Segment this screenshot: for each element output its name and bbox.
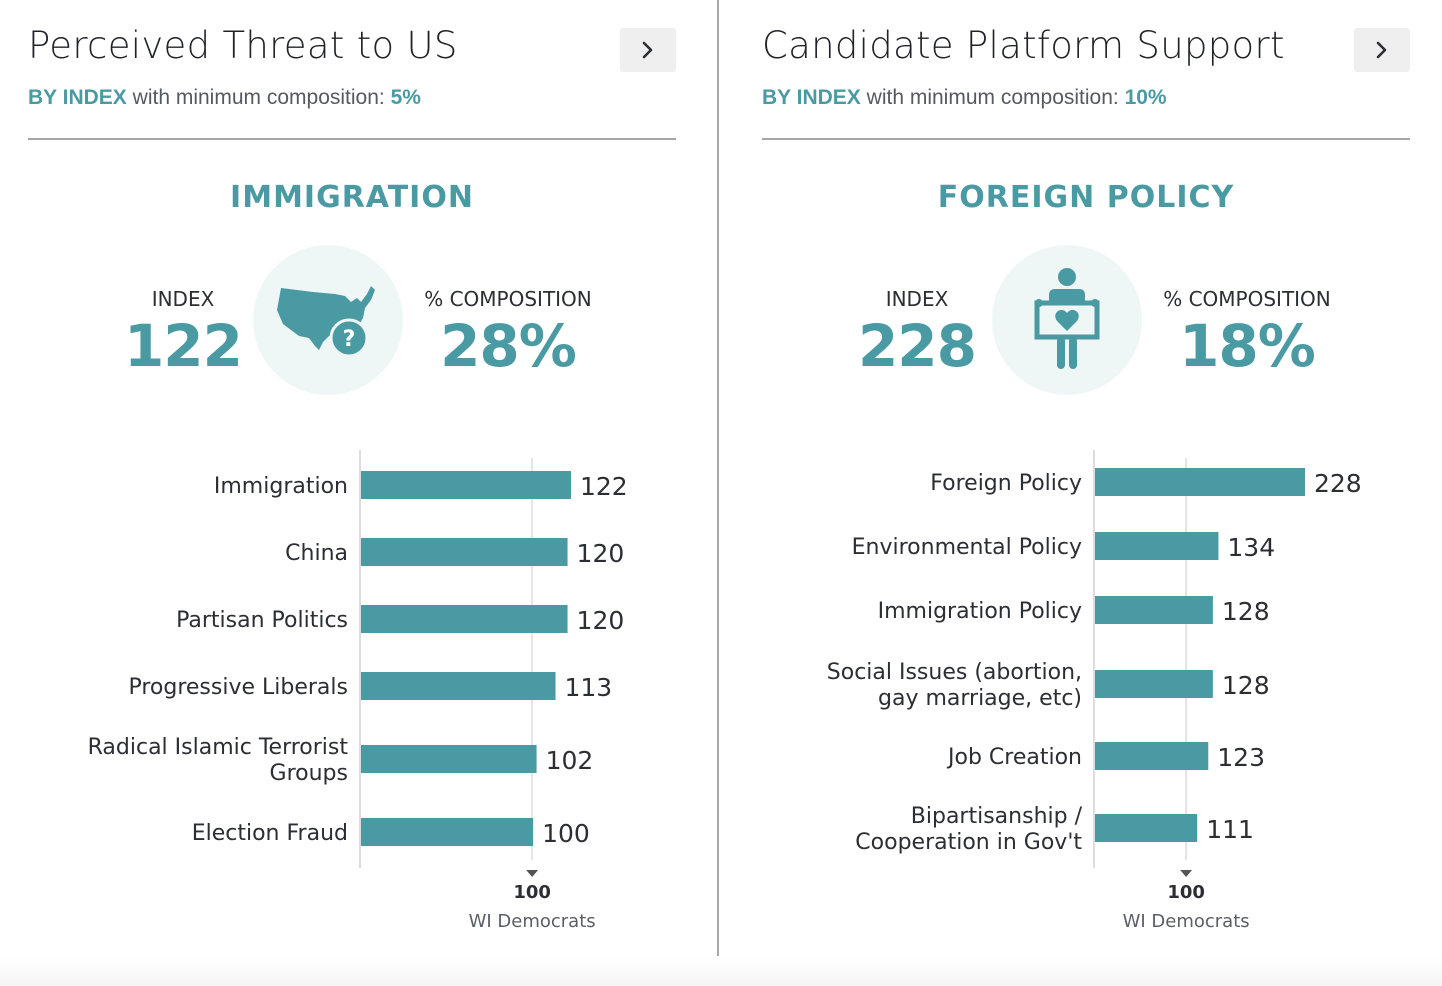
composition-label: % COMPOSITION [424,287,592,311]
category-label-line: gay marriage, etc) [878,686,1082,711]
index-value: 122 [123,312,243,380]
category-label-line: Groups [270,761,348,786]
chevron-right-icon [1376,41,1387,59]
panel-title: Candidate Platform Support [762,24,1285,67]
bar[interactable] [1095,596,1213,624]
category-label: Job Creation [946,745,1082,770]
bar[interactable] [1095,742,1209,770]
bar-value-label: 128 [1222,671,1270,700]
category-label-line: Cooperation in Gov't [855,830,1082,855]
category-label-line: China [285,541,348,566]
category-label: China [285,541,348,566]
metric-title: IMMIGRATION [230,180,474,215]
next-button[interactable] [1354,28,1410,72]
composition-label: % COMPOSITION [1163,287,1331,311]
category-label-line: Election Fraud [192,821,348,846]
reference-marker-icon [526,870,539,877]
panel-divider [717,0,719,986]
bar[interactable] [1095,532,1219,560]
category-label-line: Immigration Policy [878,599,1082,624]
category-label: Bipartisanship / Cooperation in Gov't [855,804,1082,855]
reference-marker-icon [1180,870,1193,877]
bar[interactable] [361,672,556,700]
category-label-line: Bipartisanship / [911,804,1083,829]
category-label-line: Environmental Policy [852,535,1082,560]
bar-value-label: 228 [1314,469,1362,498]
bar[interactable] [361,471,571,499]
index-label: INDEX [151,287,215,311]
bar-value-label: 120 [577,539,625,568]
category-label: Progressive Liberals [128,675,348,700]
bar-chart-threat: 122 Immigration 120 China 120 Partisan Politi… [88,450,628,932]
chevron-right-icon [642,41,653,59]
category-label-line: Foreign Policy [930,471,1082,496]
category-label: Immigration Policy [878,599,1082,624]
subtitle-text: with minimum composition: [132,86,385,109]
bar[interactable] [1095,814,1198,842]
bar[interactable] [1095,468,1305,496]
min-composition[interactable]: 10% [1124,86,1167,109]
bar-value-label: 120 [577,606,625,635]
reference-value-label: 100 [513,882,551,903]
bar-value-label: 134 [1227,533,1275,562]
sort-mode[interactable]: BY INDEX [762,86,861,109]
bottom-fade [0,956,1442,986]
reference-group-label: WI Democrats [469,911,596,932]
category-label: Immigration [214,474,348,499]
category-label-line: Radical Islamic Terrorist [88,735,349,760]
reference-value-label: 100 [1167,882,1205,903]
subtitle: BY INDEX with minimum composition: 10% [762,86,1167,110]
next-button[interactable] [620,28,676,72]
panel-title: Perceived Threat to US [28,24,458,67]
category-label-line: Partisan Politics [176,608,348,633]
svg-text:?: ? [343,327,356,352]
bar[interactable] [361,818,534,846]
bar-value-label: 128 [1222,597,1270,626]
category-label-line: Social Issues (abortion, [827,660,1082,685]
category-label: Foreign Policy [930,471,1082,496]
header-rule [762,138,1410,140]
sort-mode[interactable]: BY INDEX [28,86,127,109]
bar-value-label: 122 [580,472,628,501]
bar[interactable] [361,605,568,633]
min-composition[interactable]: 5% [390,86,421,109]
bar[interactable] [361,538,568,566]
metric-icon-circle: ? [253,245,403,395]
index-label: INDEX [885,287,949,311]
composition-value: 18% [1179,312,1316,380]
category-label: Environmental Policy [852,535,1082,560]
subtitle-text: with minimum composition: [866,86,1119,109]
reference-group-label: WI Democrats [1123,911,1250,932]
category-label-line: Job Creation [946,745,1082,770]
person-holding-heart-sign-icon [1034,268,1100,369]
category-label-line: Progressive Liberals [128,675,348,700]
us-map-question-icon: ? [277,286,375,358]
bar-value-label: 123 [1217,743,1265,772]
bar-value-label: 102 [546,746,594,775]
category-label-line: Immigration [214,474,348,499]
subtitle: BY INDEX with minimum composition: 5% [28,86,421,110]
panel-platform-support: Candidate Platform Support BY INDEX with… [762,0,1410,986]
bar-chart-platform: 228 Foreign Policy 134 Environmental Policy… [827,450,1362,932]
bar[interactable] [1095,670,1213,698]
category-label: Radical Islamic Terrorist Groups [88,735,349,786]
metric-title: FOREIGN POLICY [937,180,1235,215]
metric-icon-circle [992,245,1142,395]
category-label: Partisan Politics [176,608,348,633]
bar-value-label: 111 [1206,815,1254,844]
panel-perceived-threat: Perceived Threat to US BY INDEX with min… [28,0,676,986]
index-value: 228 [857,312,977,380]
composition-value: 28% [440,312,577,380]
header-rule [28,138,676,140]
bar[interactable] [361,745,537,773]
bar-value-label: 100 [542,819,590,848]
category-label: Election Fraud [192,821,348,846]
bar-value-label: 113 [565,673,613,702]
category-label: Social Issues (abortion, gay marriage, et… [827,660,1082,711]
